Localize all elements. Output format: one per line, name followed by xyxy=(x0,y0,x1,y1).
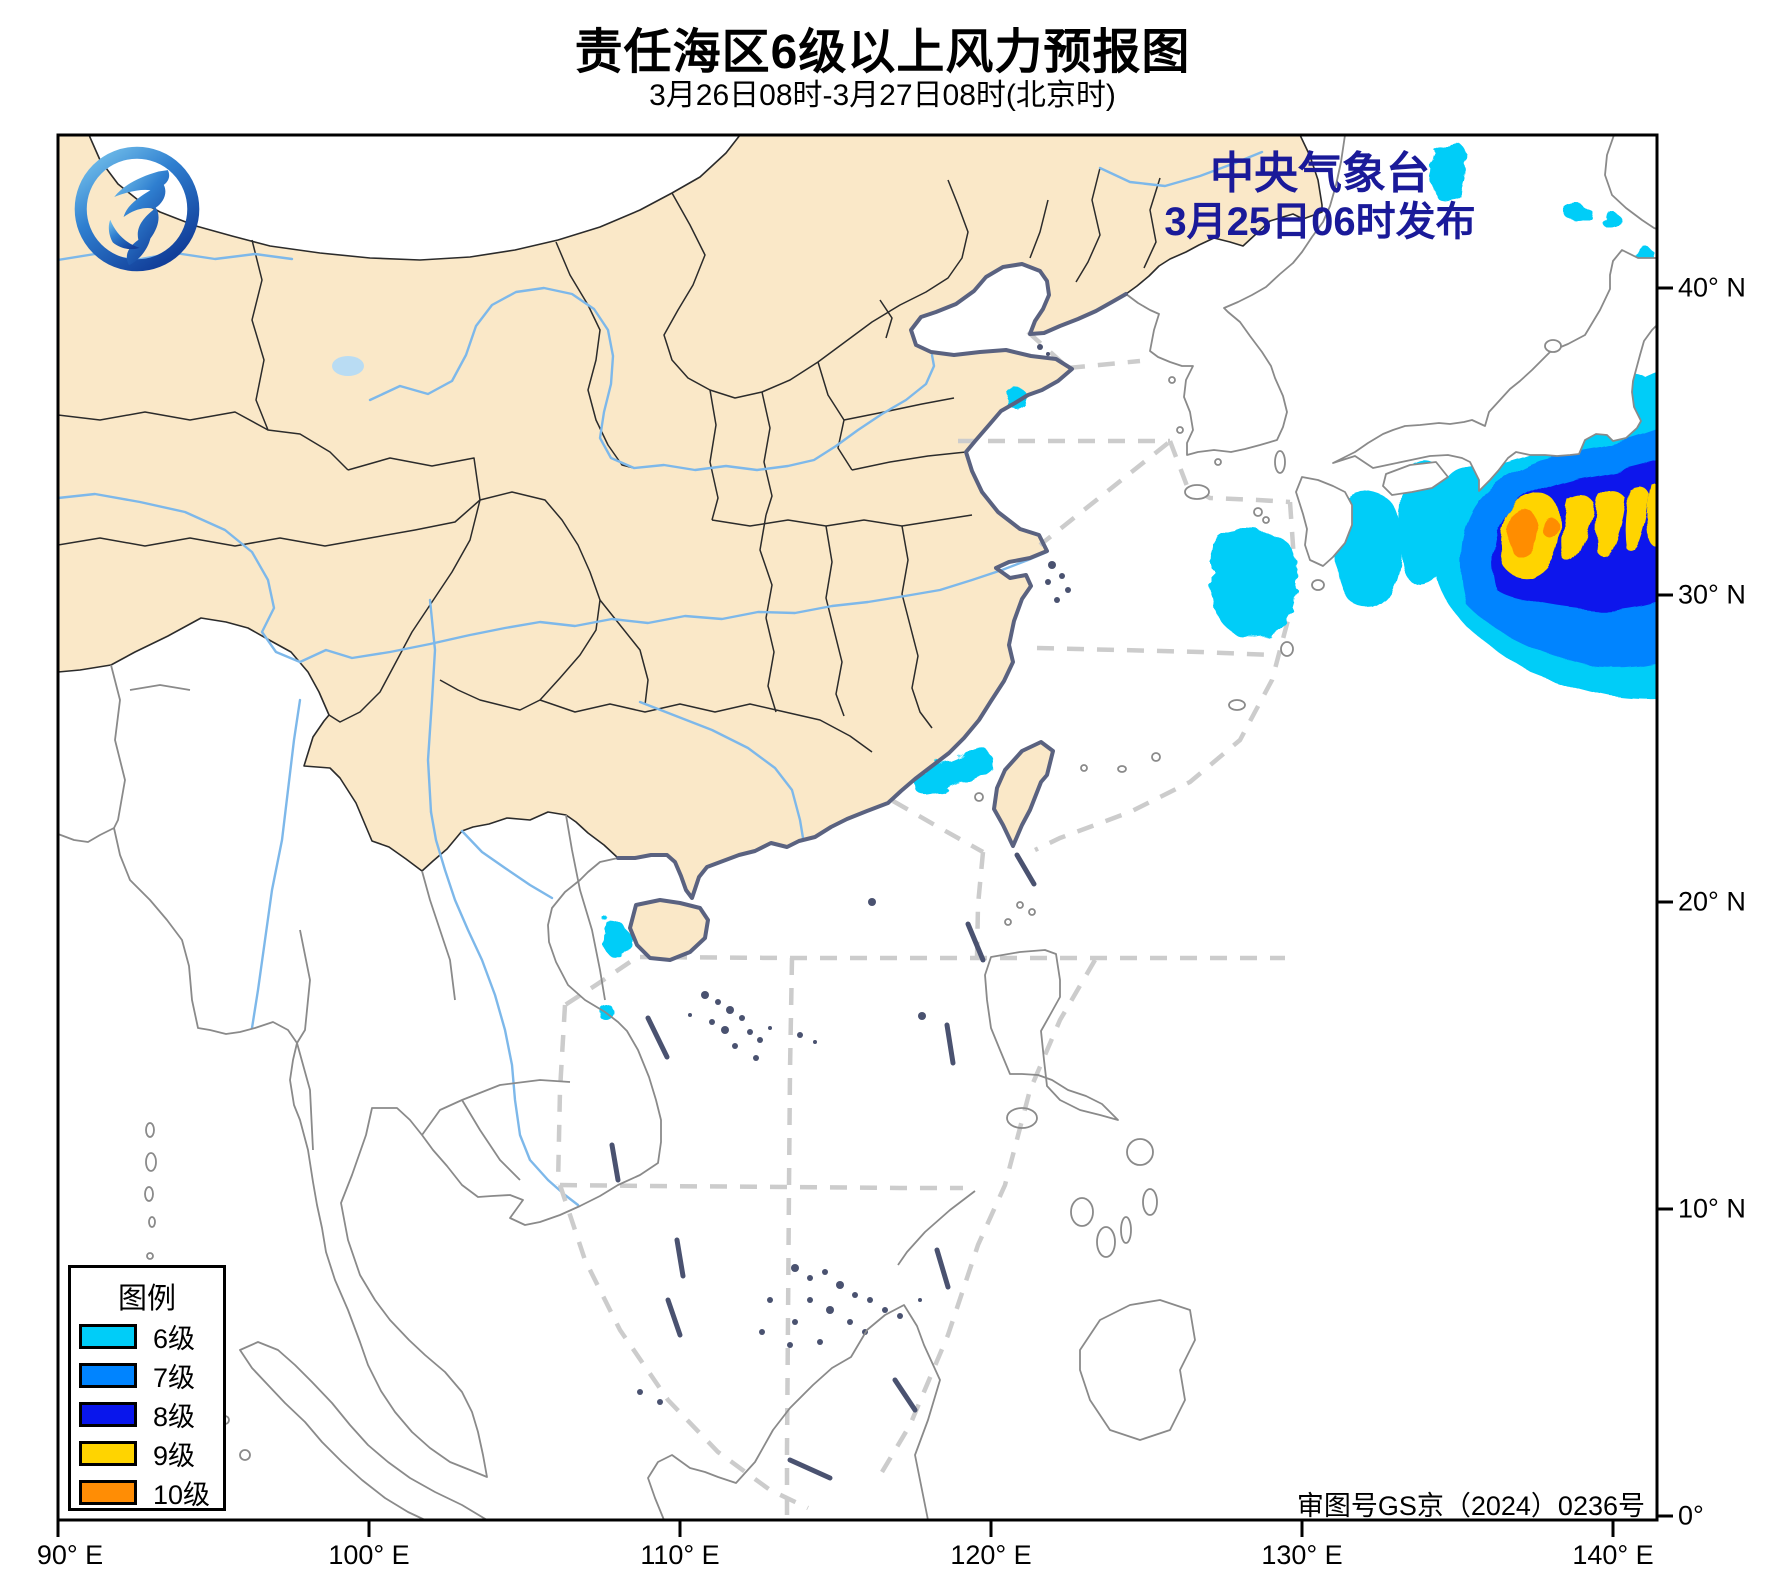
korea-coast xyxy=(1125,135,1346,456)
legend-swatch-6 xyxy=(79,1324,137,1349)
rivers xyxy=(58,150,1264,1207)
lat-label-10n: 10° N xyxy=(1678,1193,1746,1224)
page-title: 责任海区6级以上风力预报图 xyxy=(574,26,1191,79)
bohai-islet xyxy=(1037,344,1043,350)
taiwan-island xyxy=(992,740,1055,848)
typhoon-wind-field xyxy=(1335,373,1657,699)
china-islands xyxy=(628,740,1055,962)
issuer-name: 中央气象台 xyxy=(1210,149,1430,198)
sumatra-coast xyxy=(239,1341,488,1520)
map-frame xyxy=(56,133,1673,1537)
legend-item-7: 7级 xyxy=(71,1356,223,1395)
islets xyxy=(637,561,1071,1405)
legend-swatch-8 xyxy=(79,1402,137,1427)
jeju-island xyxy=(1184,484,1210,500)
lat-label-40n: 40° N xyxy=(1678,272,1746,303)
lon-label-110e: 110° E xyxy=(640,1540,720,1570)
lat-label-30n: 30° N xyxy=(1678,579,1746,610)
china-land xyxy=(58,135,1323,899)
legend-swatch-7 xyxy=(79,1363,137,1388)
sea-zone-boundaries xyxy=(555,330,1297,1515)
indochina-coast xyxy=(58,827,662,1478)
legend-label-10: 10级 xyxy=(153,1480,211,1510)
shikoku xyxy=(1382,461,1449,496)
bohai-islet xyxy=(1046,352,1050,356)
legend-label-8: 8级 xyxy=(153,1402,196,1432)
lon-label-130e: 130° E xyxy=(1261,1540,1343,1570)
sado-island xyxy=(1544,339,1562,353)
legend-item-6: 6级 xyxy=(71,1317,223,1356)
nine-dash-line xyxy=(609,852,1037,1481)
legend-label-7: 7级 xyxy=(153,1363,196,1393)
legend-swatch-10 xyxy=(79,1480,137,1505)
legend-label-9: 9级 xyxy=(153,1441,196,1471)
lon-label-100e: 100° E xyxy=(328,1540,410,1570)
palawan xyxy=(897,1190,976,1266)
legend-item-10: 10级 xyxy=(71,1473,223,1512)
map-license: 审图号GS京（2024）0236号 xyxy=(1296,1491,1645,1521)
hokkaido xyxy=(1604,135,1657,230)
foreign-coastlines xyxy=(58,135,1346,1520)
legend-item-9: 9级 xyxy=(71,1434,223,1473)
lon-label-90e: 90° E xyxy=(36,1540,104,1570)
cma-logo-icon xyxy=(74,146,200,272)
legend-label-6: 6级 xyxy=(153,1324,196,1354)
kyushu xyxy=(1295,476,1353,567)
lat-label-20n: 20° N xyxy=(1678,886,1746,917)
lon-label-120e: 120° E xyxy=(950,1540,1032,1570)
province-borders xyxy=(58,167,1161,753)
mindanao-coast xyxy=(1079,1299,1196,1441)
issue-time: 3月25日06时发布 xyxy=(1164,200,1476,244)
qinghai-lake xyxy=(332,356,364,376)
legend-title: 图例 xyxy=(117,1283,176,1315)
china-coastline xyxy=(616,262,1128,900)
cma-logo xyxy=(70,142,204,276)
legend: 图例 6级 7级 8级 9级 10级 xyxy=(68,1265,226,1511)
legend-item-8: 8级 xyxy=(71,1395,223,1434)
axis-ticks xyxy=(56,286,1673,1537)
honshu xyxy=(1332,249,1657,492)
legend-swatch-9 xyxy=(79,1441,137,1466)
issuer-note: 中央气象台 3月25日06时发布 xyxy=(1155,150,1485,246)
lon-label-140e: 140° E xyxy=(1572,1540,1654,1570)
penghu xyxy=(974,792,984,802)
lat-label-0: 0° xyxy=(1678,1500,1704,1531)
luzon-coast xyxy=(984,949,1119,1121)
page-subtitle: 3月26日08时-3月27日08时(北京时) xyxy=(649,79,1116,112)
tsushima xyxy=(1274,450,1286,474)
hainan-island xyxy=(628,898,710,962)
borneo-coast xyxy=(647,1304,941,1520)
japan-islands xyxy=(1080,135,1657,773)
